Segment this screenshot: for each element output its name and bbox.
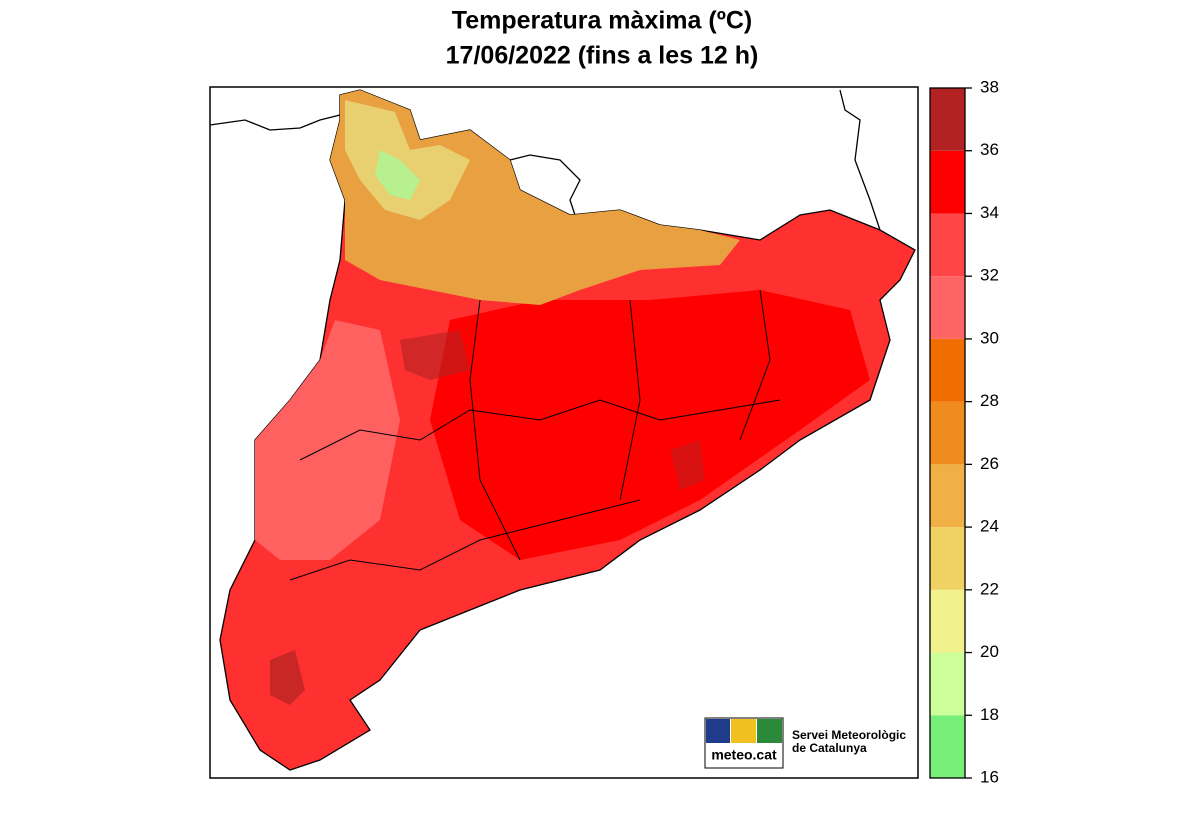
logo-icon bbox=[731, 719, 756, 743]
colorbar-band bbox=[930, 589, 965, 653]
tick-label: 22 bbox=[980, 579, 999, 598]
colorbar-band bbox=[930, 150, 965, 214]
colorbar-band bbox=[930, 652, 965, 716]
colorbar-band bbox=[930, 401, 965, 465]
region bbox=[345, 100, 470, 220]
colorbar: 16 18 20 22 24 26 28 30 32 34 36 38 bbox=[929, 77, 999, 786]
colorbar-band bbox=[930, 276, 965, 339]
tick-label: 18 bbox=[980, 705, 999, 724]
colorbar-band bbox=[930, 464, 965, 528]
tick-label: 28 bbox=[980, 391, 999, 410]
colorbar-band bbox=[930, 715, 965, 778]
tick-label: 24 bbox=[980, 517, 999, 536]
logo-icon bbox=[757, 719, 782, 743]
colorbar-band bbox=[930, 338, 965, 402]
tick-label: 36 bbox=[980, 140, 999, 159]
colorbar-band bbox=[930, 213, 965, 277]
region bbox=[430, 290, 870, 560]
tick-label: 38 bbox=[980, 77, 999, 96]
county-line bbox=[739, 289, 771, 441]
region bbox=[375, 150, 420, 200]
border-line bbox=[509, 154, 581, 216]
border-line bbox=[839, 89, 881, 231]
county-line bbox=[299, 399, 781, 461]
border-line bbox=[209, 114, 341, 131]
tick-label: 34 bbox=[980, 203, 999, 222]
colorbar-frame bbox=[929, 87, 966, 779]
tick-label: 30 bbox=[980, 328, 999, 347]
region bbox=[400, 330, 470, 380]
region bbox=[330, 90, 740, 305]
tick-label: 32 bbox=[980, 266, 999, 285]
title-line: Temperatura màxima (ºC) bbox=[452, 7, 752, 35]
county-line bbox=[469, 299, 521, 561]
logo-icon bbox=[706, 719, 730, 743]
colorbar-band bbox=[930, 527, 965, 590]
logo: meteo.cat Servei Meteorològic de Catalun… bbox=[704, 717, 906, 769]
logo-org: de Catalunya bbox=[792, 741, 867, 755]
region bbox=[270, 650, 305, 705]
colorbar-band bbox=[930, 88, 965, 151]
tick-label: 26 bbox=[980, 454, 999, 473]
logo-org: Servei Meteorològic bbox=[792, 728, 906, 742]
tick-label: 20 bbox=[980, 642, 999, 661]
region bbox=[255, 320, 400, 560]
region bbox=[670, 440, 705, 490]
county-line bbox=[619, 299, 641, 501]
logo-brand: meteo.cat bbox=[711, 747, 777, 763]
map-area bbox=[209, 86, 919, 779]
title-line: 17/06/2022 (fins a les 12 h) bbox=[446, 42, 759, 70]
tick-label: 16 bbox=[980, 767, 999, 786]
county-line bbox=[289, 499, 641, 581]
